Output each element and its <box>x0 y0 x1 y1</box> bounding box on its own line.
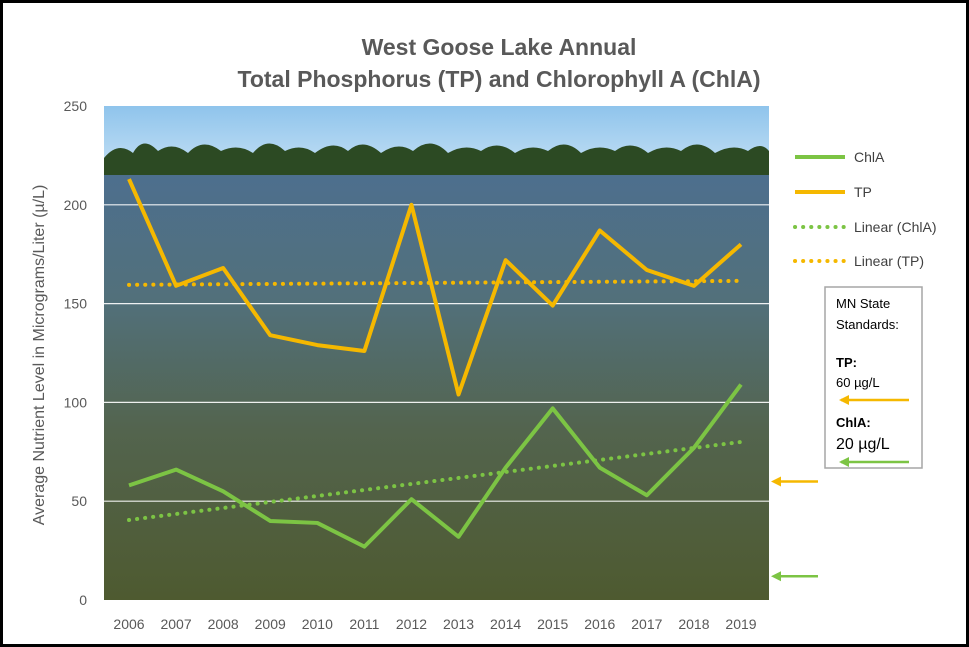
y-tick-label: 150 <box>64 296 88 312</box>
chart-title-line2: Total Phosphorus (TP) and Chlorophyll A … <box>238 66 761 92</box>
x-ticks: 2006 2007 2008 2009 2010 2011 2012 2013 2014 2015… <box>113 616 756 632</box>
standards-chla-value: 20 µg/L <box>836 436 890 453</box>
y-ticks: 0 50 100 150 200 250 <box>64 98 88 608</box>
legend-label-linear-tp: Linear (TP) <box>854 253 924 269</box>
x-tick-label: 2007 <box>160 616 191 632</box>
x-tick-label: 2019 <box>725 616 756 632</box>
standard-level-arrows <box>771 476 818 582</box>
standards-tp-value: 60 µg/L <box>836 375 880 390</box>
y-tick-label: 200 <box>64 197 88 213</box>
legend-label-chla: ChlA <box>854 149 885 165</box>
standards-chla-arrow-icon <box>839 457 849 467</box>
y-tick-label: 100 <box>64 394 88 410</box>
x-tick-label: 2015 <box>537 616 568 632</box>
x-tick-label: 2012 <box>396 616 427 632</box>
y-tick-label: 0 <box>79 592 87 608</box>
chart-svg: West Goose Lake Annual Total Phosphorus … <box>31 34 936 632</box>
x-tick-label: 2011 <box>349 616 379 632</box>
series-layer <box>127 178 743 549</box>
standards-box: MN State Standards: TP: 60 µg/L ChlA: 20… <box>824 286 923 469</box>
standards-tp-arrow-icon <box>839 395 849 405</box>
series-line-tp <box>127 178 743 397</box>
x-tick-label: 2010 <box>302 616 333 632</box>
series-line-chla <box>128 383 743 549</box>
x-tick-label: 2014 <box>490 616 521 632</box>
x-tick-label: 2013 <box>443 616 474 632</box>
legend: ChlA TP Linear (ChlA) Linear (TP) <box>793 149 936 269</box>
y-tick-label: 50 <box>71 493 87 509</box>
lake-photo-background <box>104 106 769 600</box>
standards-chla-label: ChlA: <box>836 415 871 430</box>
standards-heading-line2: Standards: <box>836 317 899 332</box>
y-axis-label: Average Nutrient Level in Micrograms/Lit… <box>31 185 48 526</box>
x-tick-label: 2018 <box>678 616 709 632</box>
legend-label-linear-chla: Linear (ChlA) <box>854 219 936 235</box>
x-tick-label: 2008 <box>208 616 239 632</box>
trendline-linear-tp <box>127 278 743 287</box>
x-tick-label: 2017 <box>631 616 662 632</box>
standard-arrow-chla-icon <box>771 571 781 582</box>
standard-arrow-tp-icon <box>771 476 781 487</box>
standards-tp-label: TP: <box>836 355 857 370</box>
standards-heading-line1: MN State <box>836 296 890 311</box>
x-tick-label: 2009 <box>255 616 286 632</box>
x-tick-label: 2006 <box>113 616 144 632</box>
chart-title-line1: West Goose Lake Annual <box>362 34 637 60</box>
trendline-linear-chla <box>127 439 743 522</box>
legend-label-tp: TP <box>854 184 872 200</box>
x-tick-label: 2016 <box>584 616 615 632</box>
y-tick-label: 250 <box>64 98 88 114</box>
